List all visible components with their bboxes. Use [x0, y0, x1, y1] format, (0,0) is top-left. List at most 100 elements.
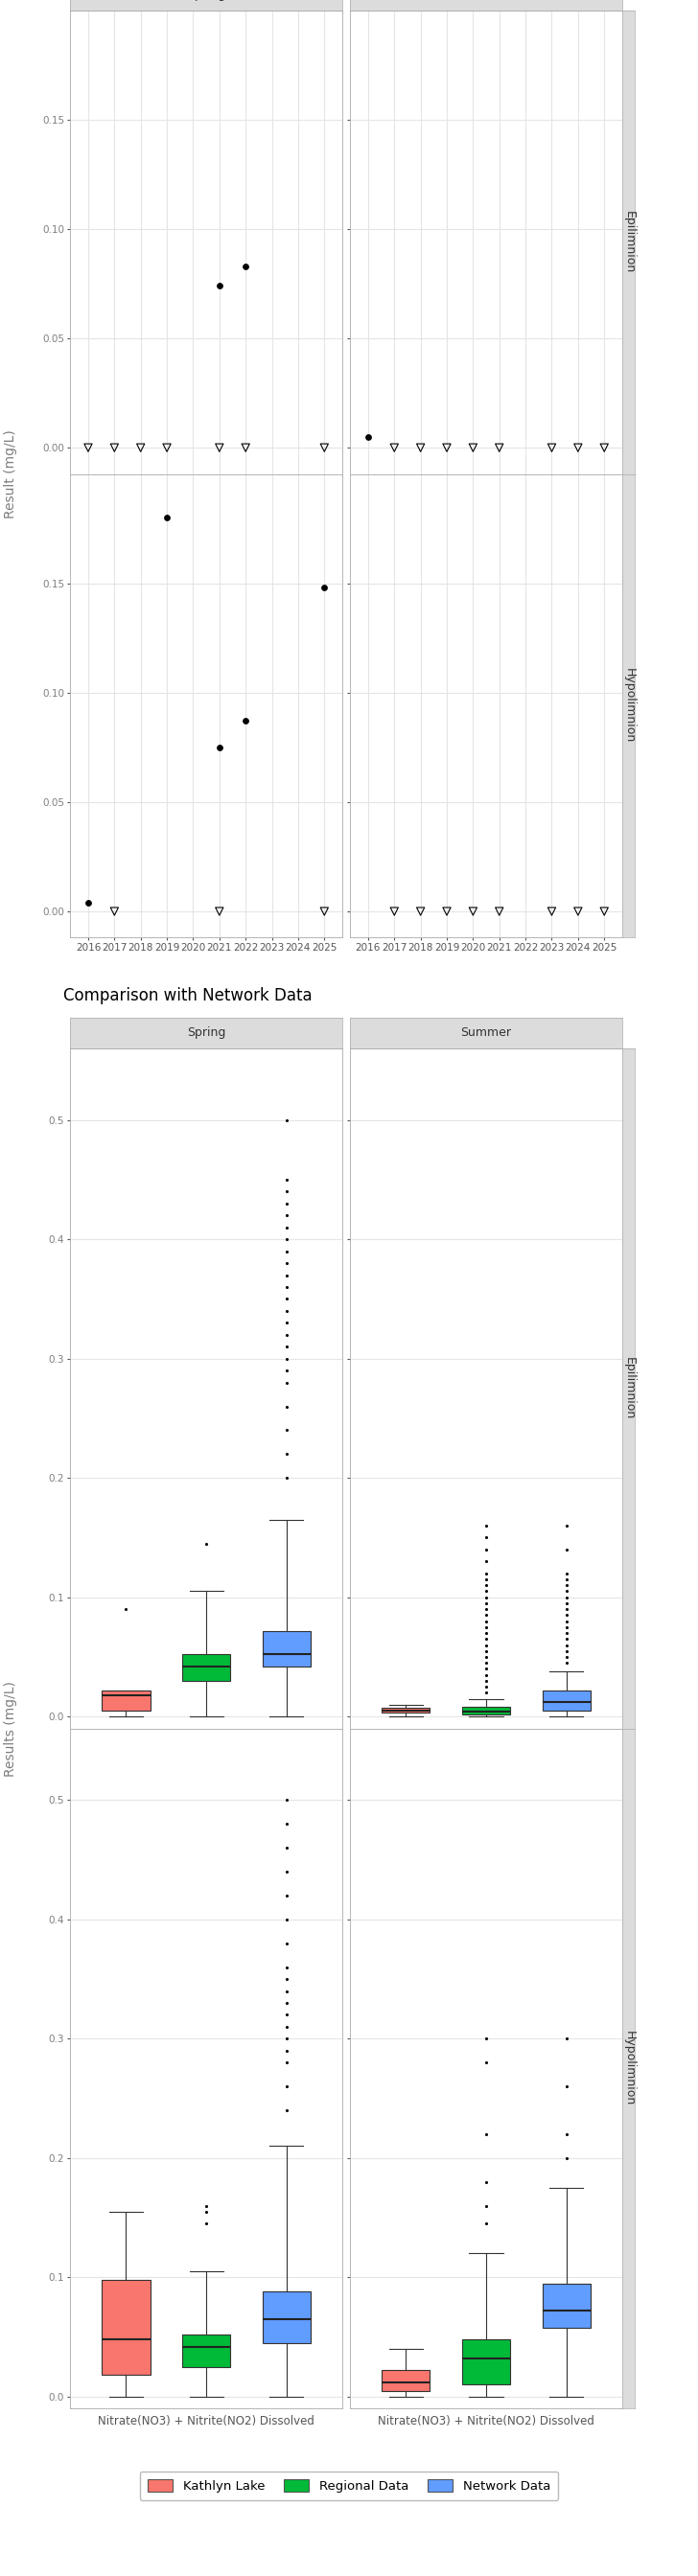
Point	[561, 2112, 572, 2154]
Point	[240, 701, 251, 742]
Point	[561, 1595, 572, 1636]
Point	[281, 1255, 292, 1296]
Point	[281, 1803, 292, 1844]
Point	[281, 2017, 292, 2058]
Point	[561, 1600, 572, 1641]
Point	[480, 2161, 491, 2202]
Point	[281, 2007, 292, 2048]
Point	[281, 1826, 292, 1868]
Point	[281, 1984, 292, 2025]
Point	[214, 891, 225, 933]
Point	[561, 1618, 572, 1659]
Point	[480, 1625, 491, 1667]
Point	[480, 1530, 491, 1571]
Point	[480, 2202, 491, 2244]
Text: Epilimnion: Epilimnion	[623, 211, 635, 273]
Point	[281, 1337, 292, 1378]
Point	[480, 1654, 491, 1695]
Point	[281, 1922, 292, 1963]
Point	[281, 1159, 292, 1200]
Bar	[462, 2339, 510, 2385]
Point	[561, 2017, 572, 2058]
Point	[109, 891, 120, 933]
Point	[214, 428, 225, 469]
Point	[281, 1971, 292, 2012]
Point	[281, 1327, 292, 1368]
Point	[281, 1314, 292, 1355]
Point	[200, 1522, 211, 1564]
Point	[214, 265, 225, 307]
Point	[281, 1432, 292, 1473]
Point	[82, 881, 94, 922]
Point	[468, 428, 479, 469]
Point	[480, 1618, 491, 1659]
Point	[415, 428, 426, 469]
Point	[362, 417, 373, 459]
Point	[281, 1780, 292, 1821]
Point	[109, 428, 120, 469]
Point	[572, 428, 584, 469]
Bar	[382, 2370, 430, 2391]
Point	[561, 1636, 572, 1677]
Point	[480, 1577, 491, 1618]
Point	[214, 726, 225, 768]
Point	[281, 1242, 292, 1283]
Bar	[262, 1631, 311, 1667]
Point	[441, 428, 452, 469]
Point	[561, 1631, 572, 1672]
Point	[480, 1589, 491, 1631]
Point	[120, 1589, 131, 1631]
Text: Epilimnion: Epilimnion	[623, 1358, 635, 1419]
Point	[281, 2066, 292, 2107]
Point	[281, 1218, 292, 1260]
X-axis label: Nitrate(NO3) + Nitrite(NO2) Dissolved: Nitrate(NO3) + Nitrite(NO2) Dissolved	[98, 2416, 315, 2427]
Point	[415, 891, 426, 933]
Point	[480, 1600, 491, 1641]
Text: Summer: Summer	[461, 1028, 512, 1038]
Point	[240, 245, 251, 286]
Point	[561, 1582, 572, 1623]
Bar	[462, 1708, 510, 1713]
Point	[561, 2066, 572, 2107]
Point	[480, 2184, 491, 2226]
Point	[281, 1409, 292, 1450]
Point	[561, 1504, 572, 1546]
Text: Spring: Spring	[187, 1028, 225, 1038]
Point	[281, 1947, 292, 1989]
Bar	[382, 1708, 430, 1713]
Point	[480, 1558, 491, 1600]
Text: Results (mg/L): Results (mg/L)	[3, 1680, 17, 1777]
Point	[281, 2089, 292, 2130]
Point	[561, 1564, 572, 1605]
Bar	[182, 1654, 230, 1680]
X-axis label: Nitrate(NO3) + Nitrite(NO2) Dissolved: Nitrate(NO3) + Nitrite(NO2) Dissolved	[378, 2416, 595, 2427]
Point	[389, 428, 400, 469]
Point	[599, 428, 610, 469]
Point	[480, 1582, 491, 1623]
Point	[319, 891, 330, 933]
Point	[441, 891, 452, 933]
Point	[480, 2043, 491, 2084]
Bar	[262, 2293, 311, 2344]
Point	[200, 2192, 211, 2233]
Bar	[102, 2280, 150, 2375]
Bar	[542, 1690, 591, 1710]
Point	[281, 1172, 292, 1213]
Point	[281, 1206, 292, 1247]
Point	[480, 1553, 491, 1595]
Text: Hypolimnion: Hypolimnion	[623, 2030, 635, 2107]
Point	[480, 1643, 491, 1685]
Point	[546, 428, 557, 469]
Legend: Kathlyn Lake, Regional Data, Network Data: Kathlyn Lake, Regional Data, Network Dat…	[140, 2470, 558, 2501]
Point	[468, 891, 479, 933]
Point	[480, 1636, 491, 1677]
Point	[480, 1517, 491, 1558]
Point	[281, 1182, 292, 1224]
Point	[561, 1558, 572, 1600]
Point	[281, 1291, 292, 1332]
Point	[480, 1571, 491, 1613]
Point	[493, 428, 505, 469]
Point	[546, 891, 557, 933]
Point	[480, 1504, 491, 1546]
Point	[281, 2043, 292, 2084]
